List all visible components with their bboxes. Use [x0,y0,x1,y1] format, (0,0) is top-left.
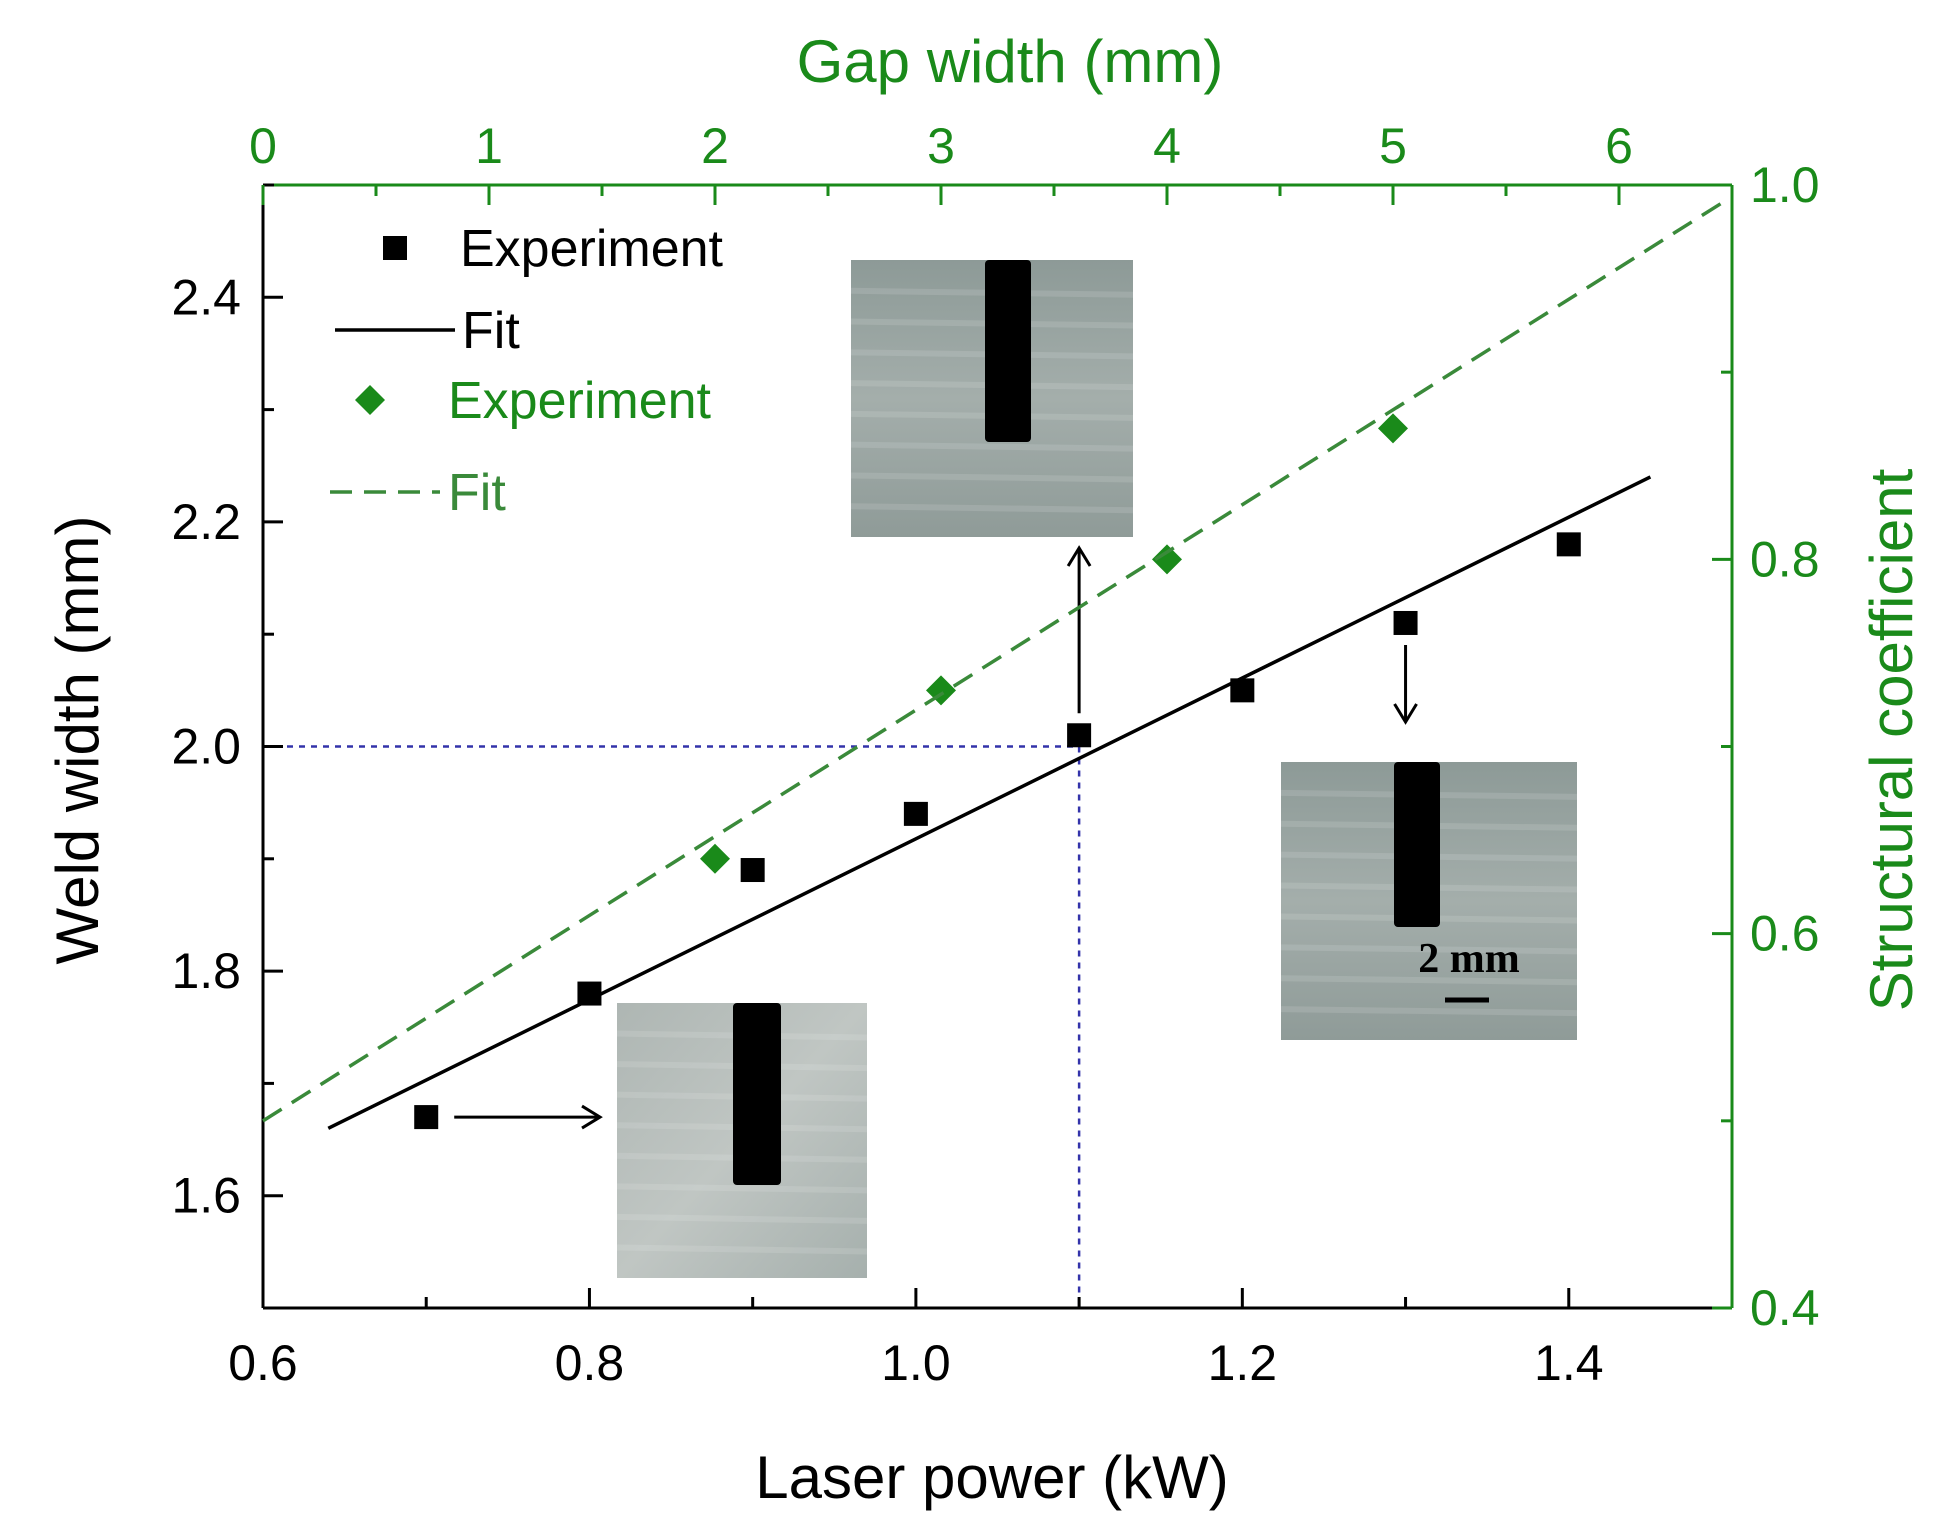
left-axis-title: Weld width (mm) [44,516,111,965]
legend-label: Fit [448,464,506,522]
legend-entry: Fit [335,302,520,360]
arrow-head [581,1104,603,1130]
inset-photos: 2 mm [454,260,1578,1278]
top-tick-label: 6 [1605,118,1633,174]
bottom-tick-label: 1.0 [881,1335,951,1391]
top-tick-label: 5 [1379,118,1407,174]
data-point-square [1556,532,1581,557]
fit-line-dashed [262,202,1722,1123]
inset-texture [1280,944,1578,955]
right-tick-label: 0.4 [1750,1280,1820,1336]
bottom-tick-label: 0.8 [555,1335,625,1391]
legend-label: Fit [462,302,520,360]
bottom-axis-title: Laser power (kW) [755,1444,1228,1511]
top-tick-label: 4 [1153,118,1181,174]
series-1 [327,475,1652,1130]
scale-bar-label: 2 mm [1418,936,1519,982]
left-tick-label: 2.4 [171,269,241,325]
right-tick-label: 0.6 [1750,906,1820,962]
weld-gap-slot [733,1003,781,1185]
inset-texture [1280,1006,1578,1017]
legend-symbol-square [383,236,407,260]
inset-texture [1280,975,1578,986]
top-tick-label: 3 [927,118,955,174]
fit-line-solid [327,475,1652,1130]
bottom-tick-label: 1.4 [1534,1335,1604,1391]
left-tick-label: 1.8 [171,943,241,999]
inset-texture [616,1244,868,1255]
weld-photo-mid-power [850,260,1134,537]
bottom-tick-label: 1.2 [1208,1335,1278,1391]
legend-label: Experiment [460,220,724,278]
series-3 [262,202,1722,1123]
right-axis-title: Structural coefficient [1858,468,1925,1011]
left-tick-label: 2.2 [171,494,241,550]
reference-lines [263,745,1081,1308]
series-layer [262,202,1722,1130]
inset-texture [850,503,1134,514]
inset-texture [616,1213,868,1224]
legend-entry: Experiment [383,220,724,278]
legend-label: Experiment [448,372,712,430]
data-point-square [740,858,765,883]
data-point-diamond [700,843,730,874]
data-point-square [1067,723,1092,748]
inset-texture [850,472,1134,483]
arrow-head [1393,703,1418,725]
legend: Experiment Fit Experiment Fit [330,220,724,522]
inset-texture [850,441,1134,452]
bottom-tick-label: 0.6 [228,1335,298,1391]
data-point-diamond [1378,413,1408,444]
legend-entry: Fit [330,464,506,522]
pointer-arrow [1393,644,1418,725]
legend-symbol-diamond [355,385,385,415]
data-point-diamond [1152,544,1182,575]
legend-entry: Experiment [355,372,712,430]
weld-photo-high-power: 2 mm [1280,762,1578,1040]
series-2 [700,413,1408,874]
arrow-head [1066,545,1092,567]
pointer-arrow [1066,545,1092,714]
weld-photo-low-power [616,1003,868,1278]
weld-gap-slot [1394,762,1440,927]
right-tick-label: 0.8 [1750,531,1820,587]
axis-ticks: 0.6 0.8 1.0 1.2 1.4 1.6 1.8 2.0 2.2 2.4 0 1 2 3 4 5 6 0.4… [171,118,1819,1391]
pointer-arrow [454,1104,603,1130]
inset-texture [616,1183,868,1194]
top-tick-label: 0 [249,118,277,174]
weld-gap-slot [985,260,1031,442]
data-point-square [414,1105,439,1130]
left-tick-label: 1.6 [171,1168,241,1224]
top-axis-title: Gap width (mm) [797,28,1224,95]
data-point-square [1393,610,1418,635]
top-tick-label: 1 [475,118,503,174]
left-tick-label: 2.0 [171,719,241,775]
top-tick-label: 2 [701,118,729,174]
data-point-square [903,801,928,826]
right-tick-label: 1.0 [1750,157,1820,213]
